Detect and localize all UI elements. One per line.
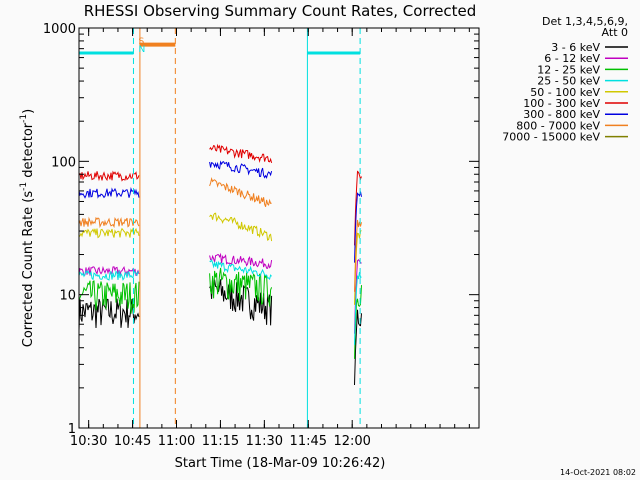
series-line	[209, 277, 273, 326]
y-tick-label: 100	[51, 155, 76, 170]
y-axis-label: Corrected Count Rate (s-1 detector-1)	[19, 109, 36, 347]
series-line	[354, 219, 362, 292]
flag-label-n: N	[138, 45, 145, 55]
x-tick-label: 12:00	[333, 434, 370, 449]
y-axis-label-sup2: -1	[19, 114, 29, 123]
x-tick-label: 10:30	[70, 434, 107, 449]
x-axis-label: Start Time (18-Mar-09 10:26:42)	[175, 456, 386, 471]
series-line	[78, 226, 140, 239]
x-tick-label: 10:45	[114, 434, 151, 449]
y-axis-label-main: Corrected Count Rate (s	[21, 191, 36, 348]
flag-label-s: S	[138, 37, 144, 47]
series-line	[354, 272, 362, 345]
x-tick-label: 11:45	[290, 434, 327, 449]
series-line	[78, 186, 140, 199]
x-tick-label: 11:00	[158, 434, 195, 449]
series-line	[78, 216, 140, 229]
series-line	[209, 143, 273, 164]
y-axis-label-sup1: -1	[19, 182, 29, 191]
y-tick-label: 10	[59, 289, 76, 304]
series-line	[78, 298, 140, 331]
series-line	[78, 170, 140, 182]
x-tick-label: 11:15	[202, 434, 239, 449]
legend-header: Det 1,3,4,5,6,9,	[542, 15, 628, 28]
y-axis-label-mid: detector	[21, 122, 36, 182]
series-line	[209, 252, 273, 269]
series-line	[209, 267, 273, 307]
legend-label: 50 - 100 keV	[530, 86, 600, 99]
legend-label: 12 - 25 keV	[537, 63, 600, 76]
timestamp: 14-Oct-2021 08:02	[560, 468, 636, 477]
legend-label: 25 - 50 keV	[537, 75, 600, 88]
y-tick-label: 1	[68, 422, 76, 437]
legend-label: 300 - 800 keV	[523, 108, 600, 121]
x-tick-label: 11:30	[246, 434, 283, 449]
legend-label: 800 - 7000 keV	[516, 119, 600, 132]
series-line	[78, 269, 140, 281]
series-line	[209, 160, 273, 179]
y-tick-label: 1000	[43, 22, 76, 37]
legend-header: Att 0	[602, 26, 628, 39]
chart-title: RHESSI Observing Summary Count Rates, Co…	[84, 2, 477, 20]
series-line	[354, 309, 362, 386]
series-line	[209, 212, 273, 242]
legend-label: 3 - 6 keV	[551, 41, 600, 54]
legend-label: 6 - 12 keV	[544, 52, 600, 65]
plot-frame	[78, 27, 480, 429]
axes: 10:30 10:45 11:00 11:15 11:30 11:45 12:00 1 10 10…	[43, 22, 480, 449]
y-axis-label-end: )	[21, 109, 36, 114]
legend-label: 7000 - 15000 keV	[502, 131, 600, 144]
series-line	[209, 176, 272, 207]
series-line	[78, 280, 140, 314]
legend-label: 100 - 300 keV	[523, 97, 600, 110]
series-line	[78, 265, 140, 277]
series-line	[209, 258, 272, 281]
